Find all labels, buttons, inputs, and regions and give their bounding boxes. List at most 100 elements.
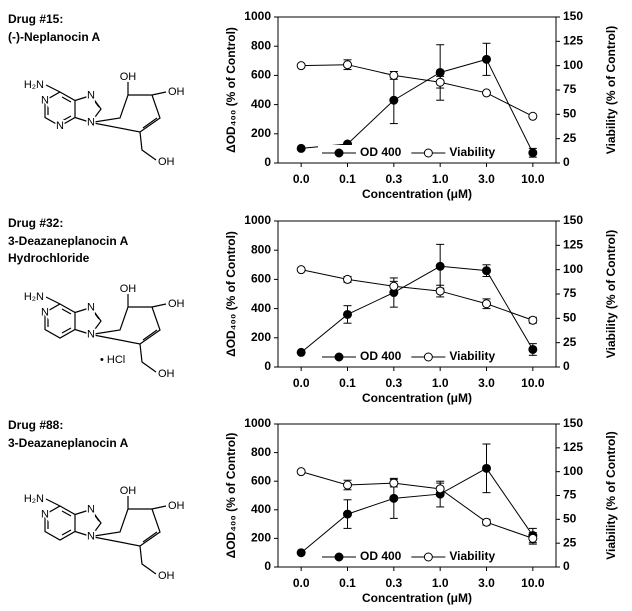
y2-tick-label: 150 [563, 213, 583, 227]
x-axis-label: Concentration (μM) [362, 391, 472, 405]
y2-tick-label: 0 [563, 559, 570, 573]
y-tick-label: 1000 [244, 213, 271, 227]
atom-label: OH [120, 283, 137, 295]
legend-marker [423, 552, 433, 562]
point [528, 344, 538, 354]
y2-tick-label: 0 [563, 155, 570, 169]
atom-label: N [41, 508, 49, 520]
legend-marker [334, 148, 344, 158]
point [343, 480, 352, 490]
drug-name: (-)-Neplanocin A [8, 30, 101, 44]
point [343, 274, 352, 284]
atom-label: N [41, 306, 49, 318]
atom-label: N [87, 89, 95, 101]
x-tick-label: 0.3 [385, 172, 402, 186]
atom-label: OH [158, 368, 175, 380]
y2-tick-label: 75 [563, 82, 577, 96]
y2-tick-label: 125 [563, 440, 583, 454]
legend-label: Viability [449, 145, 495, 159]
x-tick-label: 0.1 [339, 172, 356, 186]
point [389, 493, 399, 503]
series-line [301, 471, 533, 539]
y2-tick-label: 50 [563, 107, 577, 121]
y2-tick-label: 25 [563, 535, 577, 549]
legend-marker [334, 552, 344, 562]
legend-label: OD 400 [360, 145, 402, 159]
x-tick-label: 3.0 [478, 376, 495, 390]
x-tick-label: 10.0 [521, 576, 545, 590]
y-tick-label: 0 [264, 559, 271, 573]
y2-tick-label: 150 [563, 416, 583, 430]
atom-label: N [56, 120, 64, 132]
drug-name: 3-Deazaneplanocin A [8, 234, 129, 248]
point [435, 261, 445, 271]
point [343, 309, 352, 319]
x-tick-label: 1.0 [432, 172, 449, 186]
point [296, 347, 306, 357]
point [343, 509, 352, 519]
y2-tick-label: 125 [563, 34, 583, 48]
y-tick-label: 1000 [244, 416, 271, 430]
point [389, 281, 399, 291]
y-tick-label: 400 [251, 97, 271, 111]
point [296, 143, 306, 153]
x-axis-label: Concentration (μM) [362, 591, 472, 605]
series-line [300, 467, 534, 554]
atom-label: N [87, 328, 95, 340]
atom-label: OH [158, 156, 175, 168]
y-tick-label: 600 [251, 68, 271, 82]
point [482, 517, 491, 527]
y-tick-label: 800 [251, 445, 271, 459]
y2-tick-label: 100 [563, 58, 583, 72]
point [435, 484, 445, 494]
point [528, 148, 538, 158]
y2-tick-label: 50 [563, 512, 577, 526]
y-axis-label: ΔOD₄₀₀ (% of Control) [224, 433, 238, 559]
x-axis-label: Concentration (μM) [362, 187, 472, 201]
x-tick-label: 0.0 [293, 376, 310, 390]
bond [44, 496, 167, 575]
point [435, 67, 445, 77]
y2-axis-label: Viability (% of Control) [604, 431, 618, 559]
atom-label: N [87, 503, 95, 515]
point [482, 54, 491, 64]
atom-label: H₂N [24, 79, 44, 91]
y2-tick-label: 0 [563, 359, 570, 373]
point [389, 95, 399, 105]
y2-axis-label: Viability (% of Control) [604, 26, 618, 154]
atom-label: H₂N [24, 291, 44, 303]
y2-tick-label: 100 [563, 464, 583, 478]
point [296, 467, 306, 477]
x-tick-label: 1.0 [432, 576, 449, 590]
atom-label: OH [120, 71, 137, 83]
legend-label: Viability [449, 549, 495, 563]
structure: H₂N N N N OH OH OH [22, 483, 186, 583]
point [296, 61, 306, 71]
atom-label: OH [120, 485, 137, 497]
y2-tick-label: 75 [563, 286, 577, 300]
drug-label: Drug #88: [8, 418, 63, 432]
y2-tick-label: 25 [563, 335, 577, 349]
atom-label: N [87, 301, 95, 313]
legend-marker [423, 148, 433, 158]
x-tick-label: 0.1 [339, 576, 356, 590]
y-tick-label: 200 [251, 531, 271, 545]
bond [44, 82, 167, 161]
point [528, 315, 538, 325]
series-line [301, 269, 534, 321]
y-tick-label: 200 [251, 126, 271, 140]
x-tick-label: 10.0 [521, 376, 545, 390]
structure: H₂N N N N • HCl OH OH OH [22, 281, 186, 381]
y-tick-label: 400 [251, 502, 271, 516]
plot-frame [277, 423, 557, 568]
atom-label: N [41, 94, 49, 106]
point [482, 299, 491, 309]
legend-label: OD 400 [360, 549, 402, 563]
legend-marker [423, 352, 433, 362]
series-line [300, 265, 534, 353]
atom-label: OH [158, 570, 175, 582]
atom-label: • HCl [100, 354, 125, 366]
point [482, 88, 491, 98]
x-tick-label: 0.1 [339, 376, 356, 390]
y-tick-label: 400 [251, 301, 271, 315]
